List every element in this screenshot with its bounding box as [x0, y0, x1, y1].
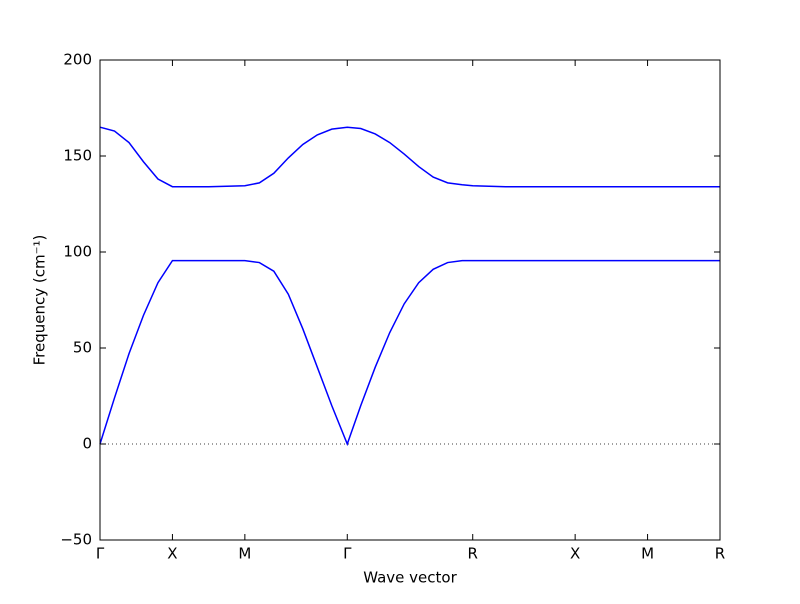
y-axis-label: Frequency (cm⁻¹)	[31, 235, 49, 366]
x-tick-label: R	[468, 545, 478, 563]
plot-frame	[99, 59, 721, 541]
x-tick-label: M	[238, 545, 251, 563]
y-tick-label: −50	[60, 531, 92, 549]
y-tick-label: 100	[63, 243, 92, 261]
x-tick-label: M	[641, 545, 654, 563]
x-axis-label: Wave vector	[363, 569, 457, 587]
band-line	[99, 126, 720, 188]
y-tick-label: 200	[63, 51, 92, 69]
x-tick-label: Γ	[343, 545, 352, 563]
band-line	[99, 259, 720, 447]
y-tick-label: 150	[63, 147, 92, 165]
y-tick-label: 50	[73, 339, 92, 357]
x-tick-label: X	[570, 545, 580, 563]
x-tick-label: X	[167, 545, 177, 563]
y-tick-label: 0	[82, 435, 92, 453]
x-tick-label: Γ	[96, 545, 105, 563]
x-tick-label: R	[715, 545, 725, 563]
